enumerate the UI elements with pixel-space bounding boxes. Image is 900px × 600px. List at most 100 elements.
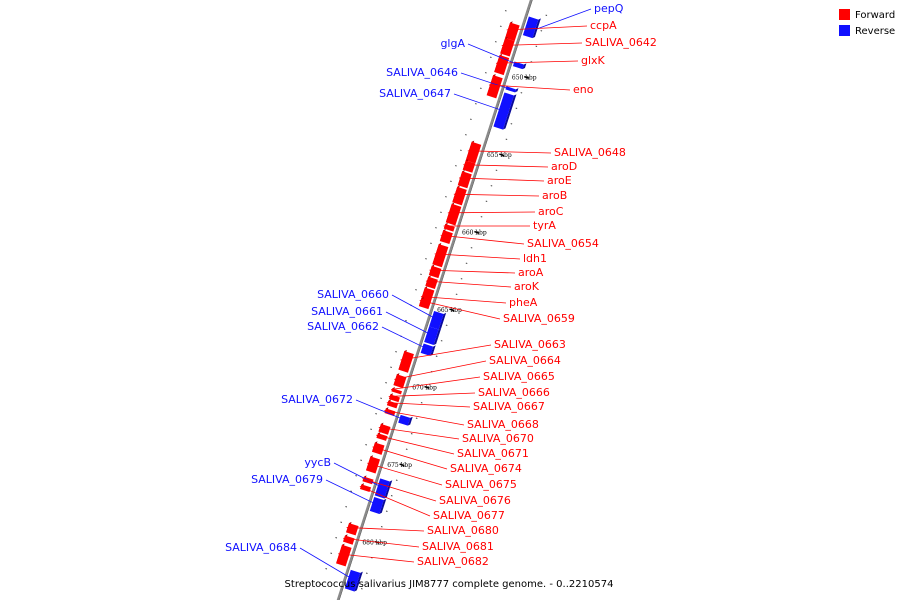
gene-leader-line xyxy=(338,553,415,563)
gene-label[interactable]: aroE xyxy=(547,174,572,187)
gene-arrow[interactable] xyxy=(419,297,431,307)
gene-label[interactable]: SALIVA_0674 xyxy=(450,462,522,475)
gene-label[interactable]: SALIVA_0663 xyxy=(494,338,566,351)
gene-arrow[interactable] xyxy=(486,73,503,99)
gene-label[interactable]: SALIVA_0670 xyxy=(462,432,534,445)
gene-arrow[interactable] xyxy=(424,326,442,346)
gene-leader-line xyxy=(459,177,545,182)
gene-leader-line xyxy=(460,72,517,92)
gene-label[interactable]: SALIVA_0675 xyxy=(445,478,517,491)
gene-label-layer[interactable]: pepQ ccpA SALIVA_0642 glxK glgA SALIVA_0646en… xyxy=(225,2,657,583)
gene-arrow[interactable] xyxy=(388,393,400,403)
gene-label[interactable]: SALIVA_0667 xyxy=(473,400,545,413)
gene-arrow[interactable] xyxy=(376,431,388,441)
legend-swatch-forward xyxy=(839,9,850,20)
genome-axis xyxy=(336,0,533,600)
gene-label[interactable]: SALIVA_0677 xyxy=(433,509,505,522)
gene-label[interactable]: SALIVA_0664 xyxy=(489,354,561,367)
gene-label[interactable]: SALIVA_0672 xyxy=(281,393,353,406)
gene-arrow[interactable] xyxy=(374,478,393,499)
gene-leader-line xyxy=(394,360,487,380)
tick-mark xyxy=(449,308,455,312)
gene-arrow[interactable] xyxy=(432,242,449,268)
gene-leader-line xyxy=(536,8,592,30)
gene-label[interactable]: yycB xyxy=(304,456,331,469)
gene-leader-line xyxy=(429,269,516,274)
genome-caption: Streptococcus salivarius JIM8777 complet… xyxy=(285,579,614,590)
gene-label[interactable]: SALIVA_0682 xyxy=(417,555,489,568)
tick-mark xyxy=(524,75,530,79)
gene-leader-line xyxy=(506,25,588,31)
gene-label[interactable]: SALIVA_0679 xyxy=(251,473,323,486)
gene-arrow[interactable] xyxy=(343,534,355,545)
gene-arrow[interactable] xyxy=(457,170,472,189)
gene-arrow[interactable] xyxy=(398,414,413,426)
gene-label[interactable]: SALIVA_0659 xyxy=(503,312,575,325)
gene-leader-line xyxy=(400,344,492,361)
gene-arrow[interactable] xyxy=(384,407,396,417)
gene-arrow[interactable] xyxy=(344,569,363,592)
gene-label[interactable]: SALIVA_0666 xyxy=(478,386,550,399)
gene-arrow[interactable] xyxy=(439,228,453,245)
gene-label[interactable]: SALIVA_0662 xyxy=(307,320,379,333)
gene-label[interactable]: tyrA xyxy=(533,219,556,232)
gene-label[interactable]: SALIVA_0680 xyxy=(427,524,499,537)
legend: Forward Reverse xyxy=(839,9,895,37)
gene-label[interactable]: SALIVA_0684 xyxy=(225,541,297,554)
gene-leader-line xyxy=(333,462,389,491)
gene-arrow[interactable] xyxy=(505,21,520,42)
gene-leader-line xyxy=(386,402,471,408)
gene-label[interactable]: SALIVA_0646 xyxy=(386,66,458,79)
gene-arrow[interactable] xyxy=(425,275,438,290)
gene-arrow[interactable] xyxy=(366,455,381,474)
gene-label[interactable]: SALIVA_0654 xyxy=(527,237,599,250)
gene-leader-line xyxy=(453,193,540,197)
gene-leader-line xyxy=(378,427,460,440)
legend-label-reverse: Reverse xyxy=(855,26,895,37)
gene-label[interactable]: glxK xyxy=(581,54,606,67)
gene-label[interactable]: aroA xyxy=(518,266,544,279)
gene-leader-line xyxy=(343,537,420,548)
gene-leader-line xyxy=(376,434,455,455)
gene-label[interactable]: pheA xyxy=(509,296,538,309)
gene-arrow[interactable] xyxy=(428,264,442,279)
gene-label[interactable]: aroB xyxy=(542,189,567,202)
gene-layer[interactable] xyxy=(336,16,541,592)
gene-arrow[interactable] xyxy=(346,521,359,536)
gene-label[interactable]: SALIVA_0676 xyxy=(439,494,511,507)
gene-arrow[interactable] xyxy=(336,543,352,567)
gene-label[interactable]: SALIVA_0648 xyxy=(554,146,626,159)
gene-arrow[interactable] xyxy=(393,373,407,389)
gene-label[interactable]: SALIVA_0642 xyxy=(585,36,657,49)
gene-label[interactable]: SALIVA_0681 xyxy=(422,540,494,553)
gene-arrow[interactable] xyxy=(372,441,385,455)
gene-arrow[interactable] xyxy=(420,343,436,356)
gene-leader-line xyxy=(385,311,438,338)
gene-label[interactable]: SALIVA_0647 xyxy=(379,87,451,100)
gene-arrow[interactable] xyxy=(378,422,391,435)
gene-label[interactable]: glgA xyxy=(440,37,465,50)
gene-label[interactable]: aroD xyxy=(551,160,577,173)
gene-label[interactable]: eno xyxy=(573,83,594,96)
gene-label[interactable]: SALIVA_0665 xyxy=(483,370,555,383)
gene-arrow[interactable] xyxy=(429,310,447,330)
tick-label: 675 kbp xyxy=(387,462,412,469)
gene-label[interactable]: SALIVA_0661 xyxy=(311,305,383,318)
legend-swatch-reverse xyxy=(839,25,850,36)
gene-label[interactable]: aroK xyxy=(514,280,540,293)
gene-leader-line xyxy=(391,294,443,323)
gene-leader-line xyxy=(346,527,425,532)
gene-label[interactable]: ldh1 xyxy=(523,252,547,265)
gene-label[interactable]: SALIVA_0660 xyxy=(317,288,389,301)
gene-arrow[interactable] xyxy=(452,185,467,206)
gene-label[interactable]: ccpA xyxy=(590,19,617,32)
gene-leader-line xyxy=(384,410,465,426)
gene-arrow[interactable] xyxy=(369,496,387,514)
gene-label[interactable]: pepQ xyxy=(594,2,624,15)
gene-label[interactable]: SALIVA_0671 xyxy=(457,447,529,460)
tick-label: 670 kbp xyxy=(412,385,437,392)
gene-label[interactable]: SALIVA_0668 xyxy=(467,418,539,431)
tick-label: 650 kbp xyxy=(512,75,537,82)
gene-label[interactable]: aroC xyxy=(538,205,564,218)
